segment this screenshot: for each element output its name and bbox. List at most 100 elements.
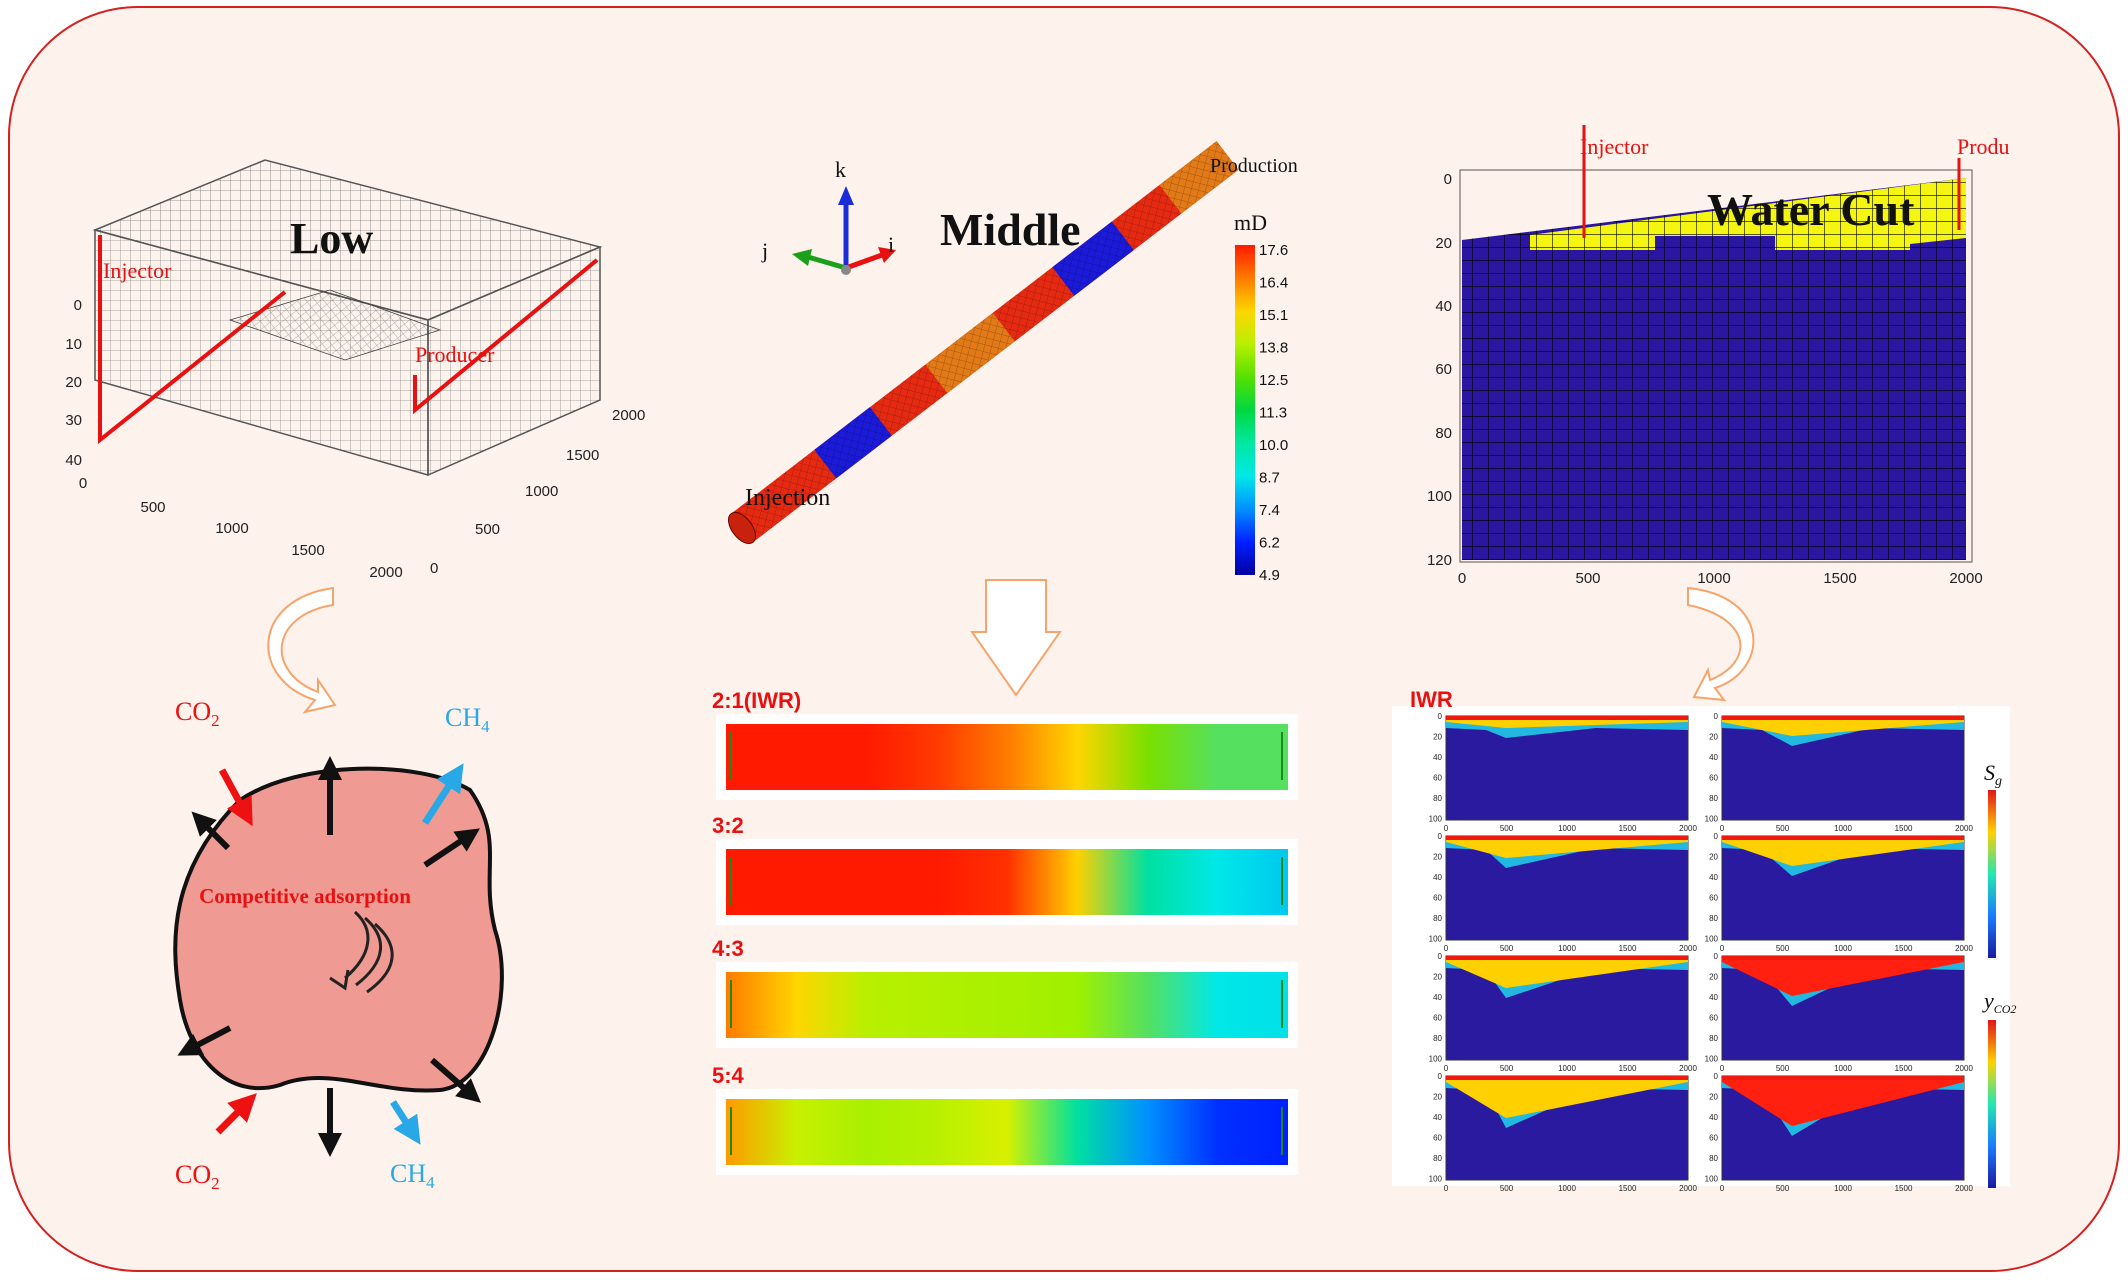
small-y-tick: 0 (1438, 952, 1443, 961)
top-layer (1446, 1076, 1688, 1080)
small-x-tick: 1500 (1619, 944, 1637, 953)
ratio-label: 5:4 (712, 1063, 745, 1088)
yco2-colorbar (1988, 1020, 1996, 1188)
small-y-tick: 0 (1438, 1072, 1443, 1081)
colorbar-ticks: 17.6 16.4 15.1 13.8 12.5 11.3 10.0 8.7 7.4 6.2 4.9 (1259, 242, 1288, 584)
y-tick: 120 (1427, 552, 1452, 569)
small-y-tick: 80 (1709, 1154, 1718, 1163)
ratio-strip: 2:1(IWR) (712, 688, 1298, 800)
small-y-tick: 0 (1438, 832, 1443, 841)
ch4-arrow-top (422, 763, 464, 825)
small-y-tick: 0 (1714, 952, 1719, 961)
y-tick: 0 (1444, 171, 1452, 188)
x-tick: 500 (1575, 570, 1600, 587)
high-injector-label: Injector (1580, 134, 1649, 159)
low-z-axis: 0 10 20 30 40 (65, 297, 82, 469)
small-x-tick: 2000 (1679, 824, 1697, 833)
production-label: Production (1210, 155, 1298, 177)
small-y-tick: 40 (1433, 1113, 1442, 1122)
yco2-label: yCO2 (1982, 988, 2016, 1016)
small-y-tick: 80 (1709, 1034, 1718, 1043)
injection-label: Injection (745, 485, 830, 511)
colorbar-tick-label: 8.7 (1259, 470, 1280, 487)
y-tick: 80 (1435, 425, 1452, 442)
ratio-label: 4:3 (712, 936, 744, 961)
x-tick: 0 (1458, 570, 1466, 587)
small-x-tick: 500 (1500, 1064, 1514, 1073)
down-arrow (970, 579, 1062, 697)
ratio-strip: 3:2 (712, 813, 1298, 925)
axis-i-arrowhead (878, 247, 896, 263)
gas-plume-core (1722, 956, 1964, 996)
grid-lines (1462, 178, 1966, 560)
top-layer (1722, 836, 1964, 840)
small-x-tick: 2000 (1955, 1064, 1973, 1073)
colorbar-tick-label: 10.0 (1259, 437, 1288, 454)
colorbar-tick-label: 13.8 (1259, 340, 1288, 357)
y-tick: 20 (1435, 235, 1452, 252)
swirl-icon (344, 910, 370, 980)
colorbar-tick-label: 15.1 (1259, 307, 1288, 324)
small-y-tick: 60 (1433, 1134, 1442, 1143)
y-tick: 40 (1435, 298, 1452, 315)
small-y-tick: 20 (1709, 1093, 1718, 1102)
small-y-tick: 60 (1433, 774, 1442, 783)
permeability-colorbar (1235, 245, 1255, 575)
small-x-tick: 0 (1720, 1184, 1725, 1193)
y-tick: 2000 (612, 407, 645, 424)
small-y-tick: 20 (1709, 733, 1718, 742)
small-x-tick: 0 (1720, 1064, 1725, 1073)
small-x-tick: 0 (1444, 1184, 1449, 1193)
small-y-tick: 60 (1433, 1014, 1442, 1023)
small-y-tick: 80 (1433, 914, 1442, 923)
small-x-tick: 500 (1500, 824, 1514, 833)
small-y-tick: 40 (1433, 753, 1442, 762)
high-x-axis: 0 500 1000 1500 2000 (1458, 570, 1983, 587)
injector-well (98, 235, 287, 445)
ch4-top-label: CH4 (445, 703, 490, 736)
ratio-strip: 5:4 (712, 1063, 1298, 1175)
gas-plume-core (1722, 1076, 1964, 1126)
desorb-arrow-ur (423, 828, 480, 868)
small-x-tick: 1000 (1834, 1064, 1852, 1073)
y-tick: 500 (475, 521, 500, 538)
small-x-tick: 500 (1776, 1184, 1790, 1193)
axis-k-arrowhead (838, 186, 854, 205)
top-layer (1722, 956, 1964, 960)
small-y-tick: 40 (1709, 873, 1718, 882)
reservoir-rod (727, 141, 1239, 545)
particle-body (173, 766, 504, 1093)
small-x-tick: 0 (1444, 944, 1449, 953)
curved-arrow-left (267, 586, 337, 714)
z-tick: 30 (65, 412, 82, 429)
small-y-tick: 20 (1433, 853, 1442, 862)
small-y-tick: 0 (1714, 832, 1719, 841)
low-injector-label: Injector (103, 258, 172, 283)
curved-arrow-right (1687, 586, 1755, 702)
axis-j-label: j (761, 238, 768, 263)
high-y-axis: 0 20 40 60 80 100 120 (1427, 171, 1452, 569)
x-tick: 0 (79, 475, 87, 492)
gas-plume-core (1446, 956, 1688, 988)
co2-arrow-top (218, 768, 253, 827)
x-tick: 1000 (215, 520, 248, 537)
colorbar-tick-label: 12.5 (1259, 372, 1288, 389)
small-y-tick: 20 (1433, 733, 1442, 742)
small-x-tick: 1500 (1619, 1064, 1637, 1073)
small-y-tick: 100 (1705, 1175, 1719, 1184)
small-y-tick: 20 (1433, 973, 1442, 982)
small-y-tick: 40 (1709, 993, 1718, 1002)
small-x-tick: 500 (1776, 1064, 1790, 1073)
swirl-icon (329, 969, 350, 991)
gas-plume-core (1722, 716, 1964, 736)
x-tick: 1500 (1823, 570, 1856, 587)
colorbar-unit: mD (1234, 210, 1267, 235)
small-x-tick: 2000 (1955, 944, 1973, 953)
small-y-tick: 60 (1709, 894, 1718, 903)
x-tick: 2000 (1949, 570, 1982, 587)
gas-plume-core (1446, 1076, 1688, 1118)
z-tick: 10 (65, 336, 82, 353)
